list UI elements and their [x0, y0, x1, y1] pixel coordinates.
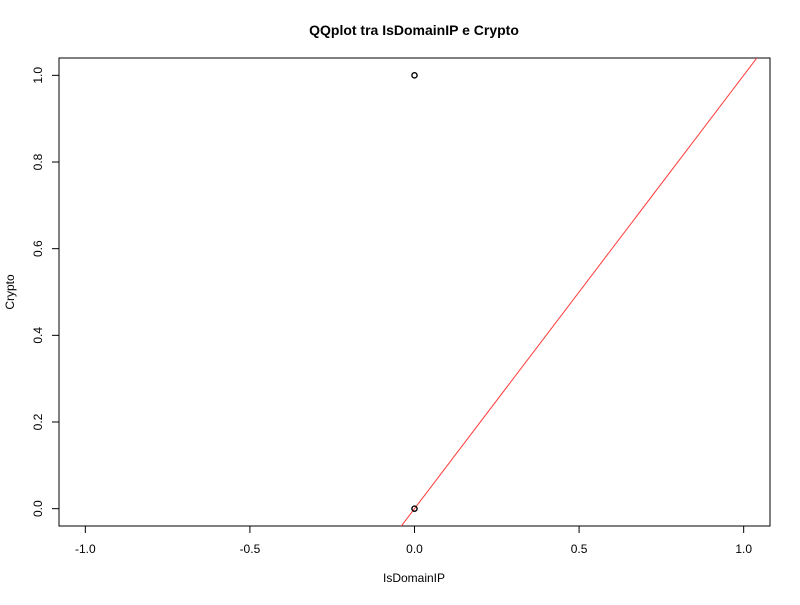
x-tick-label: 1.0 [735, 542, 752, 556]
y-axis-label: Crypto [3, 274, 17, 310]
reference-line [400, 58, 758, 526]
x-axis-label: IsDomainIP [383, 571, 445, 585]
y-tick-label: 0.6 [31, 240, 45, 257]
data-point [411, 505, 418, 512]
x-axis: -1.0 -0.5 0.0 0.5 1.0 [75, 525, 752, 556]
x-tick-label: -0.5 [240, 542, 261, 556]
y-tick-label: 1.0 [31, 67, 45, 84]
y-axis: 0.0 0.2 0.4 0.6 0.8 1.0 [31, 67, 60, 517]
y-tick-label: 0.4 [31, 327, 45, 344]
y-tick-label: 0.2 [31, 413, 45, 430]
reference-line-group [400, 58, 758, 526]
x-tick-label: -1.0 [75, 542, 96, 556]
plot-frame [58, 57, 771, 527]
chart-title: QQplot tra IsDomainIP e Crypto [309, 22, 519, 38]
x-tick-label: 0.5 [571, 542, 588, 556]
data-point [411, 72, 418, 79]
y-tick-label: 0.0 [31, 500, 45, 517]
points-group [411, 72, 418, 512]
x-tick-label: 0.0 [406, 542, 423, 556]
y-tick-label: 0.8 [31, 153, 45, 170]
